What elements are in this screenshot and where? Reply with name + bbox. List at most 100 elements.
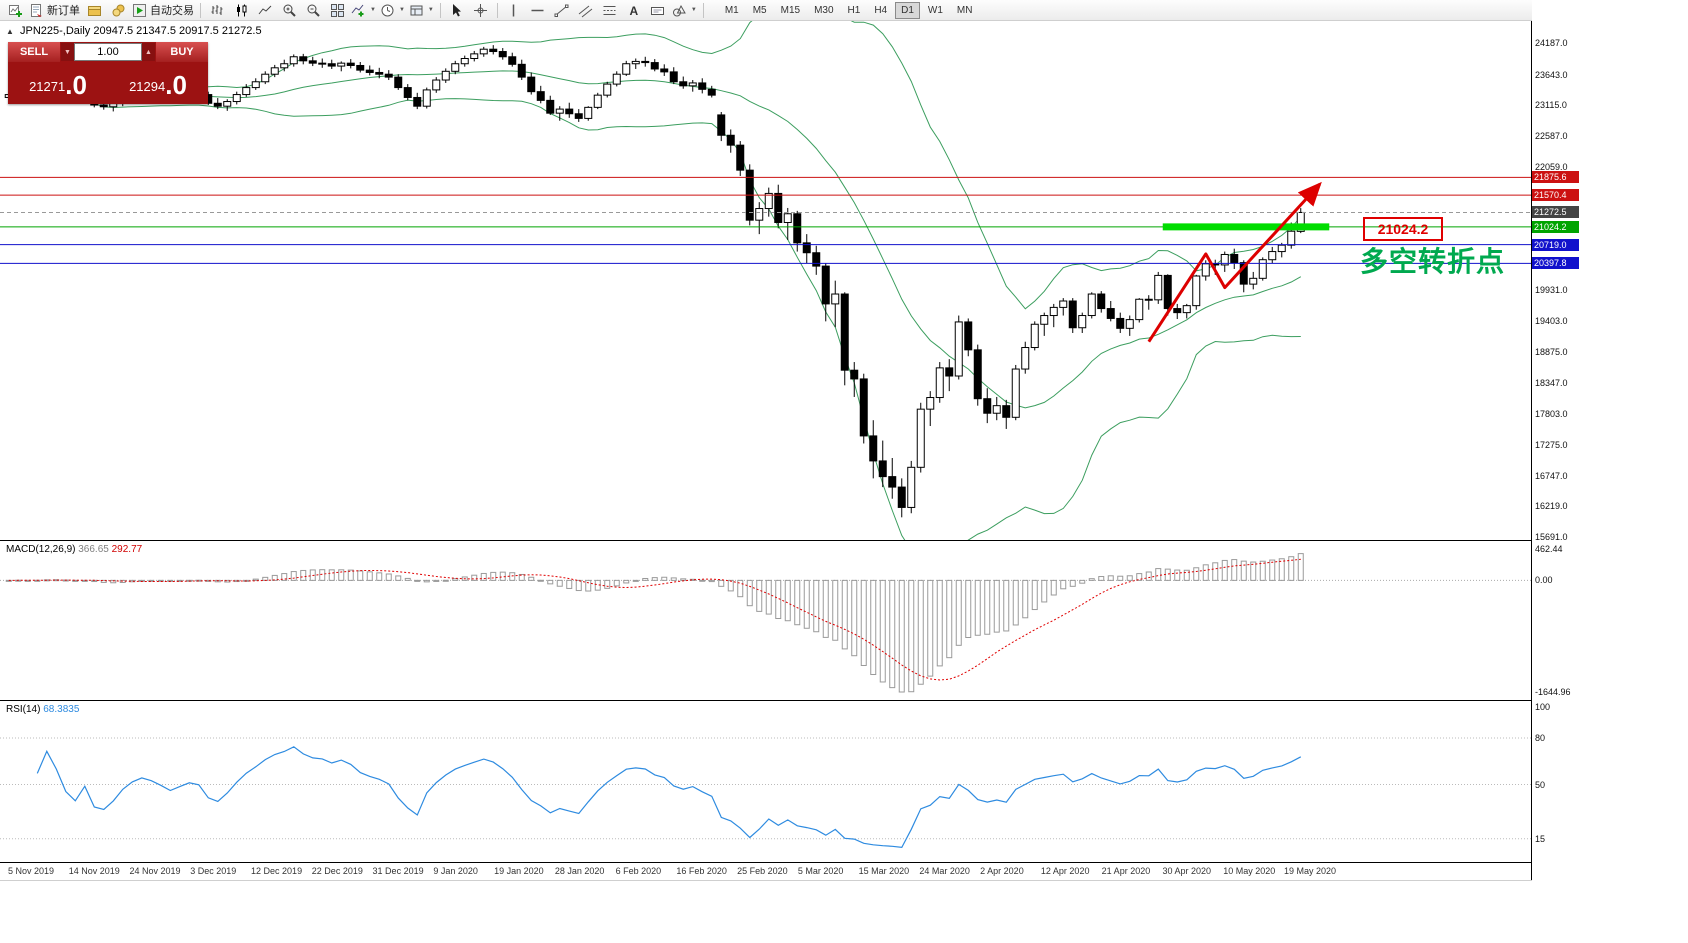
timeframe-m15[interactable]: M15 bbox=[780, 4, 801, 16]
tile-windows-icon bbox=[330, 3, 344, 17]
price-scale[interactable]: 24187.0 23643.0 23115.0 22587.0 22059.0 19931… bbox=[1532, 0, 1688, 943]
zoom-in-button[interactable] bbox=[277, 1, 301, 20]
scale-tick-label: -1644.96 bbox=[1535, 687, 1571, 697]
ohlc-values: 20947.5 21347.5 20917.5 21272.5 bbox=[93, 25, 262, 37]
new-order-icon bbox=[31, 3, 42, 17]
price-label-box: 20719.0 bbox=[1532, 238, 1579, 251]
zoom-out-button[interactable] bbox=[301, 1, 325, 20]
autotrade-button[interactable]: 自动交易 bbox=[130, 1, 196, 20]
chevron-down-icon: ▼ bbox=[398, 7, 405, 13]
horizontal-line-icon bbox=[531, 9, 544, 11]
scale-tick-label: 462.44 bbox=[1535, 544, 1563, 554]
trendline-button[interactable] bbox=[550, 1, 574, 20]
price-label-box: 21570.4 bbox=[1532, 189, 1579, 202]
time-axis-label: 15 Mar 2020 bbox=[858, 866, 910, 876]
new-order-button[interactable]: 新订单 bbox=[27, 1, 82, 20]
timeframe-h4[interactable]: H4 bbox=[874, 4, 888, 16]
rsi-name: RSI(14) bbox=[6, 704, 41, 715]
autotrade-icon bbox=[133, 3, 146, 17]
fibonacci-icon bbox=[603, 5, 616, 15]
time-axis-label: 24 Nov 2019 bbox=[129, 866, 181, 876]
time-axis[interactable]: 5 Nov 2019 14 Nov 2019 24 Nov 2019 3 Dec 20… bbox=[0, 863, 1531, 880]
macd-indicator-canvas[interactable] bbox=[0, 541, 1531, 700]
volume-increase-button[interactable]: ▲ bbox=[142, 43, 155, 61]
timeframe-d1[interactable]: D1 bbox=[895, 1, 920, 19]
market-watch-button[interactable] bbox=[106, 1, 130, 20]
profiles-button[interactable] bbox=[82, 1, 106, 20]
timeframe-w1[interactable]: W1 bbox=[927, 4, 943, 16]
time-axis-label: 19 Jan 2020 bbox=[494, 866, 544, 876]
timeframe-m1[interactable]: M1 bbox=[724, 4, 739, 16]
scale-tick-label: 24187.0 bbox=[1535, 37, 1568, 48]
shapes-button[interactable]: ▼ bbox=[670, 1, 699, 20]
profiles-icon bbox=[87, 5, 101, 16]
pane-separator[interactable] bbox=[0, 700, 1688, 701]
cursor-button[interactable] bbox=[445, 1, 469, 20]
sell-price[interactable]: 21271.0 bbox=[29, 70, 87, 100]
time-axis-label: 5 Nov 2019 bbox=[8, 866, 55, 876]
one-click-toggle-icon[interactable]: ▲ bbox=[6, 27, 14, 36]
toolbar-separator bbox=[702, 2, 704, 18]
trendline-icon bbox=[554, 4, 569, 17]
volume-decrease-button[interactable]: ▼ bbox=[61, 43, 74, 61]
horizontal-line-button[interactable] bbox=[526, 1, 550, 20]
macd-indicator-label: MACD(12,26,9) 366.65 292.77 bbox=[6, 544, 142, 555]
price-annotation-box[interactable]: 21024.2 bbox=[1363, 217, 1443, 241]
sell-button[interactable]: SELL bbox=[8, 42, 60, 62]
time-axis-label: 9 Jan 2020 bbox=[433, 866, 478, 876]
timeframe-mn[interactable]: MN bbox=[956, 4, 973, 16]
candlestick-icon bbox=[236, 4, 246, 16]
crosshair-icon bbox=[474, 3, 488, 17]
timeframe-h1[interactable]: H1 bbox=[847, 4, 861, 16]
scale-tick-label: 16747.0 bbox=[1535, 470, 1568, 481]
pane-separator[interactable] bbox=[0, 540, 1688, 541]
indicators-button[interactable]: ▼ bbox=[349, 1, 378, 20]
timeframe-m30[interactable]: M30 bbox=[814, 4, 834, 16]
channel-button[interactable] bbox=[574, 1, 598, 20]
rsi-indicator-canvas[interactable] bbox=[0, 701, 1531, 862]
scale-tick-label: 80 bbox=[1535, 733, 1546, 743]
fibonacci-button[interactable] bbox=[598, 1, 622, 20]
chevron-down-icon: ▼ bbox=[370, 7, 376, 13]
pane-separator[interactable] bbox=[0, 862, 1688, 863]
buy-price[interactable]: 21294.0 bbox=[129, 70, 187, 100]
main-chart-canvas[interactable] bbox=[0, 21, 1531, 540]
label-button[interactable] bbox=[646, 1, 670, 20]
vertical-line-button[interactable] bbox=[502, 1, 526, 20]
svg-text:A: A bbox=[630, 4, 639, 18]
autotrade-label: 自动交易 bbox=[150, 5, 194, 17]
timeframe-m5[interactable]: M5 bbox=[752, 4, 767, 16]
scale-tick-label: 18347.0 bbox=[1535, 377, 1568, 388]
text-button[interactable]: A bbox=[622, 1, 646, 20]
crosshair-button[interactable] bbox=[469, 1, 493, 20]
macd-signal-value: 292.77 bbox=[111, 544, 143, 555]
rsi-indicator-label: RSI(14) 68.3835 bbox=[6, 704, 79, 715]
bar-chart-button[interactable] bbox=[205, 1, 229, 20]
templates-button[interactable]: ▼ bbox=[407, 1, 436, 20]
toolbar-separator bbox=[439, 2, 441, 18]
toolbar-separator bbox=[496, 2, 498, 18]
scale-tick-label: 23643.0 bbox=[1535, 69, 1568, 80]
time-axis-label: 25 Feb 2020 bbox=[737, 866, 788, 876]
scale-tick-label: 23115.0 bbox=[1535, 100, 1567, 111]
tile-windows-button[interactable] bbox=[325, 1, 349, 20]
periods-button[interactable]: ▼ bbox=[378, 1, 407, 20]
new-chart-button[interactable] bbox=[3, 1, 27, 20]
scale-tick-label: 16219.0 bbox=[1535, 501, 1568, 512]
turning-point-label[interactable]: 多空转折点 bbox=[1360, 246, 1506, 277]
scale-tick-label: 19931.0 bbox=[1535, 285, 1568, 296]
new-chart-icon bbox=[8, 4, 22, 17]
time-axis-label: 6 Feb 2020 bbox=[615, 866, 662, 876]
chevron-down-icon: ▼ bbox=[427, 7, 434, 13]
candlestick-button[interactable] bbox=[229, 1, 253, 20]
buy-button[interactable]: BUY bbox=[156, 42, 208, 62]
scale-tick-label: 0.00 bbox=[1535, 575, 1553, 586]
window-bottom-border bbox=[0, 880, 1688, 881]
line-chart-button[interactable] bbox=[253, 1, 277, 20]
volume-input[interactable] bbox=[75, 44, 141, 60]
time-axis-label: 14 Nov 2019 bbox=[68, 866, 120, 876]
time-axis-label: 16 Feb 2020 bbox=[676, 866, 727, 876]
scale-tick-label: 19403.0 bbox=[1535, 316, 1568, 327]
price-label-box: 21024.2 bbox=[1532, 220, 1579, 233]
